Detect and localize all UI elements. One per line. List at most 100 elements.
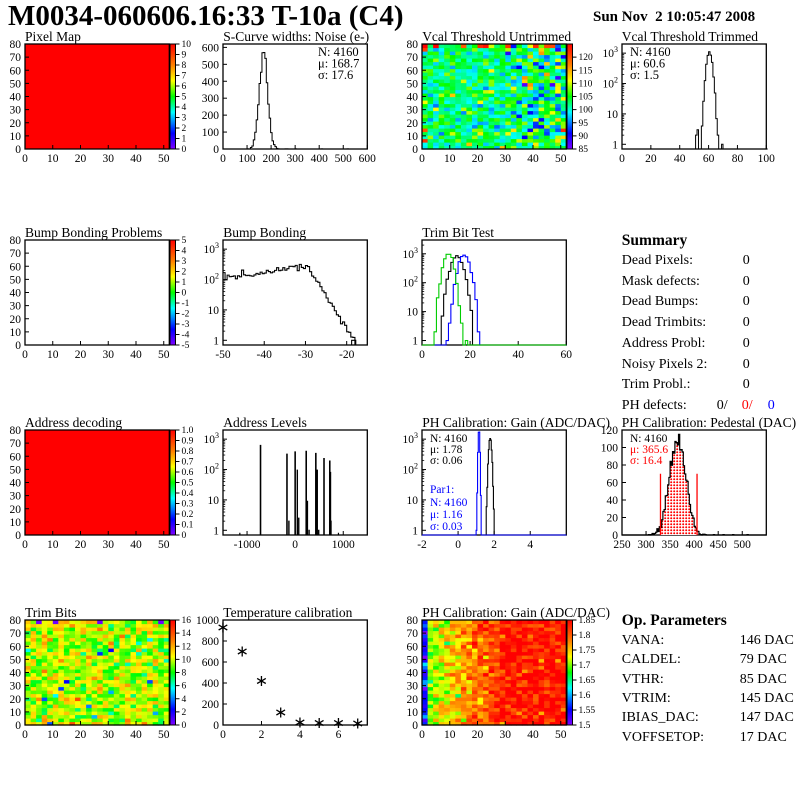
- svg-text:0: 0: [15, 144, 21, 156]
- svg-text:0.3: 0.3: [182, 500, 194, 510]
- svg-text:20: 20: [407, 117, 419, 129]
- svg-text:30: 30: [10, 681, 22, 693]
- svg-text:105: 105: [579, 92, 594, 102]
- svg-text:500: 500: [202, 59, 220, 71]
- svg-text:0: 0: [182, 531, 187, 541]
- svg-text:10: 10: [47, 539, 59, 551]
- svg-text:50: 50: [407, 654, 419, 666]
- svg-text:85: 85: [579, 145, 589, 155]
- svg-text:40: 40: [527, 729, 539, 741]
- svg-text:60: 60: [10, 451, 22, 463]
- svg-text:0: 0: [619, 153, 625, 165]
- svg-text:95: 95: [579, 118, 589, 128]
- svg-text:0: 0: [412, 144, 418, 156]
- svg-text:30: 30: [10, 104, 22, 116]
- svg-text:200: 200: [263, 153, 281, 165]
- svg-text:10: 10: [407, 130, 419, 142]
- svg-text:102: 102: [403, 462, 419, 477]
- svg-text:∗: ∗: [294, 714, 307, 731]
- svg-text:10: 10: [10, 130, 22, 142]
- svg-text:600: 600: [359, 153, 377, 165]
- svg-text:80: 80: [10, 235, 22, 247]
- svg-text:10: 10: [407, 707, 419, 719]
- svg-text:-5: -5: [182, 341, 190, 351]
- svg-text:70: 70: [407, 52, 419, 64]
- svg-text:10: 10: [47, 349, 59, 361]
- svg-text:10: 10: [182, 40, 192, 50]
- svg-text:40: 40: [130, 153, 142, 165]
- svg-text:30: 30: [10, 491, 22, 503]
- svg-text:300: 300: [202, 93, 220, 105]
- svg-text:80: 80: [407, 39, 419, 51]
- svg-text:50: 50: [158, 729, 170, 741]
- svg-text:50: 50: [10, 654, 22, 666]
- svg-text:20: 20: [75, 349, 87, 361]
- svg-text:0: 0: [15, 530, 21, 542]
- svg-text:103: 103: [403, 246, 419, 261]
- svg-text:40: 40: [10, 288, 22, 300]
- svg-text:1.55: 1.55: [579, 706, 596, 716]
- svg-text:-2: -2: [417, 539, 427, 551]
- svg-text:100: 100: [239, 153, 256, 165]
- svg-text:103: 103: [602, 45, 618, 60]
- svg-text:σ: 1.5: σ: 1.5: [630, 68, 659, 82]
- svg-text:40: 40: [407, 91, 419, 103]
- svg-text:10: 10: [444, 153, 456, 165]
- svg-text:8: 8: [182, 61, 187, 71]
- svg-text:4: 4: [182, 103, 187, 113]
- svg-text:60: 60: [703, 153, 715, 165]
- svg-text:1: 1: [412, 525, 418, 537]
- svg-text:800: 800: [202, 636, 220, 648]
- svg-text:20: 20: [645, 153, 657, 165]
- svg-text:σ: 0.03: σ: 0.03: [430, 521, 463, 533]
- svg-text:400: 400: [311, 153, 329, 165]
- svg-text:50: 50: [158, 153, 170, 165]
- svg-text:50: 50: [10, 274, 22, 286]
- svg-text:500: 500: [733, 539, 751, 551]
- svg-text:-30: -30: [298, 349, 314, 361]
- svg-text:600: 600: [202, 42, 220, 54]
- svg-text:120: 120: [579, 53, 594, 63]
- svg-text:0.4: 0.4: [182, 489, 194, 499]
- svg-text:1.8: 1.8: [579, 631, 591, 641]
- svg-text:0: 0: [22, 349, 28, 361]
- svg-text:σ: 17.6: σ: 17.6: [318, 68, 353, 82]
- svg-text:20: 20: [10, 694, 22, 706]
- svg-text:0: 0: [293, 539, 299, 551]
- svg-text:40: 40: [10, 478, 22, 490]
- svg-text:0: 0: [612, 530, 618, 542]
- svg-text:1: 1: [182, 134, 187, 144]
- svg-text:50: 50: [555, 729, 567, 741]
- svg-text:400: 400: [202, 76, 220, 88]
- svg-text:0: 0: [214, 144, 220, 156]
- svg-text:5: 5: [182, 236, 187, 246]
- svg-text:2: 2: [182, 268, 187, 278]
- svg-text:30: 30: [500, 153, 512, 165]
- svg-text:50: 50: [10, 464, 22, 476]
- svg-text:1.5: 1.5: [579, 721, 591, 731]
- svg-text:∗: ∗: [351, 715, 364, 732]
- svg-text:110: 110: [579, 79, 593, 89]
- svg-text:60: 60: [407, 65, 419, 77]
- svg-text:120: 120: [601, 425, 619, 437]
- svg-text:0: 0: [22, 729, 28, 741]
- svg-text:70: 70: [407, 628, 419, 640]
- svg-text:1: 1: [182, 278, 187, 288]
- svg-text:1: 1: [214, 335, 220, 347]
- svg-text:30: 30: [103, 729, 115, 741]
- svg-text:0: 0: [182, 721, 187, 731]
- svg-text:-50: -50: [216, 349, 232, 361]
- svg-text:2: 2: [182, 708, 187, 718]
- svg-text:80: 80: [10, 39, 22, 51]
- svg-text:30: 30: [103, 153, 115, 165]
- svg-text:40: 40: [10, 668, 22, 680]
- svg-text:0: 0: [419, 153, 425, 165]
- svg-text:0: 0: [220, 153, 226, 165]
- svg-text:2: 2: [491, 539, 497, 551]
- svg-text:1: 1: [214, 525, 220, 537]
- svg-text:σ: 16.4: σ: 16.4: [630, 455, 663, 467]
- svg-text:600: 600: [202, 657, 220, 669]
- svg-text:400: 400: [685, 539, 703, 551]
- svg-text:-3: -3: [182, 320, 190, 330]
- svg-text:102: 102: [204, 272, 220, 287]
